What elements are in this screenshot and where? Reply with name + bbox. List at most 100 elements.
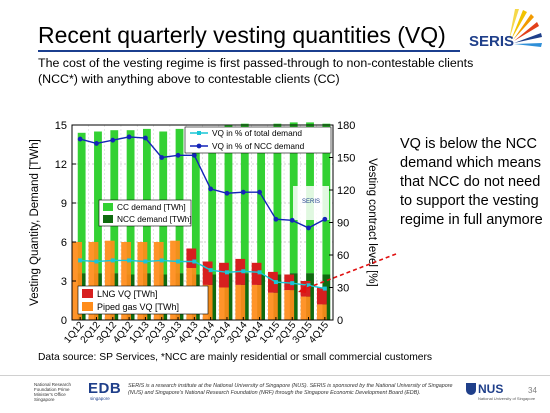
legend-vq-ncc-marker — [196, 143, 202, 149]
data-source-note: Data source: SP Services, *NCC are mainl… — [38, 352, 433, 363]
bar-cc-demand — [257, 127, 266, 275]
y2-tick-label: 180 — [337, 120, 355, 132]
bar-cc-demand — [94, 131, 102, 274]
vq-total-demand-point — [241, 269, 246, 274]
callout-text: VQ is below the NCC demand which means t… — [400, 136, 543, 228]
legend-lines — [184, 126, 332, 154]
legend-demand — [98, 199, 192, 227]
vq-total-demand-point — [143, 259, 148, 264]
y2-tick-label: 150 — [337, 153, 355, 165]
y-tick-label: 9 — [61, 198, 67, 210]
bar-lng-vq — [186, 248, 197, 268]
vq-total-demand-point — [322, 286, 327, 291]
legend-piped-label: Piped gas VQ [TWh] — [97, 302, 179, 312]
slide-subtitle: The cost of the vesting regime is first … — [38, 56, 474, 86]
y-tick-label: 12 — [55, 159, 67, 171]
bar-lng-vq — [202, 261, 213, 285]
vq-ncc-demand-point — [273, 216, 279, 222]
bar-cc-demand — [208, 127, 217, 275]
y2-tick-label: 60 — [337, 250, 349, 262]
vq-ncc-demand-point — [306, 225, 311, 231]
bar-piped-gas-vq — [251, 284, 262, 320]
y2-tick-label: 30 — [337, 283, 349, 295]
legend-ncc-label: NCC demand [TWh] — [117, 214, 192, 224]
vq-total-demand-point — [192, 259, 197, 264]
seris-logo-text: SERIS — [469, 33, 514, 50]
bar-cc-demand — [273, 123, 282, 275]
legend-vq — [77, 285, 209, 315]
vq-total-demand-point — [159, 258, 164, 263]
nus-logo: NUS — [478, 382, 504, 396]
y2-tick-label: 90 — [337, 218, 349, 230]
title-underline — [38, 50, 460, 52]
legend-cc-label: CC demand [TWh] — [117, 202, 186, 212]
top-band — [0, 0, 550, 6]
y2-axis-title: Vesting contract level [%] — [366, 158, 378, 286]
bar-lng-vq — [268, 271, 278, 293]
seris-logo: SERIS — [469, 9, 542, 50]
legend-piped-swatch — [82, 302, 93, 311]
footer-description: SERIS is a research institute at the Nat… — [128, 383, 453, 396]
vq-total-demand-point — [306, 283, 311, 288]
slide-title: Recent quarterly vesting quantities (VQ) — [38, 22, 446, 48]
vq-ncc-demand-point — [110, 137, 116, 143]
y-axis-title: Vesting Quantity, Demand [TWh] — [29, 139, 41, 306]
chart-watermark-text: SERIS — [302, 199, 320, 205]
page-number: 34 — [528, 386, 537, 395]
vq-ncc-demand-point — [240, 189, 246, 195]
bar-piped-gas-vq — [284, 290, 295, 320]
nrf-logo: National Research Foundation Prime Minis… — [34, 382, 72, 402]
bar-piped-gas-vq — [268, 292, 278, 320]
vq-total-demand-point — [273, 280, 278, 285]
bar-lng-vq — [251, 262, 262, 285]
vq-ncc-demand-point — [191, 152, 197, 158]
y-tick-label: 6 — [61, 237, 67, 249]
bar-piped-gas-vq — [153, 242, 164, 320]
legend-cc-swatch — [103, 203, 113, 211]
nus-logo-sub: National University of Singapore — [478, 396, 536, 401]
legend-lng-swatch — [82, 289, 93, 298]
y-tick-label: 0 — [61, 315, 67, 327]
edb-logo-sub: singapore — [90, 396, 110, 401]
vq-ncc-demand-point — [289, 217, 295, 223]
bar-piped-gas-vq — [104, 240, 115, 320]
bar-lng-vq — [219, 262, 229, 288]
vq-total-demand-point — [224, 270, 229, 275]
vq-ncc-demand-line — [79, 136, 326, 229]
bar-piped-gas-vq — [170, 240, 180, 320]
vq-total-demand-point — [78, 258, 83, 263]
vq-ncc-demand-point — [143, 135, 148, 141]
vq-ncc-demand-point — [224, 190, 230, 196]
bar-cc-demand — [191, 131, 200, 275]
y-tick-label: 15 — [55, 120, 67, 132]
nus-crest-icon — [466, 383, 476, 395]
bar-lng-vq — [316, 287, 327, 305]
bar-cc-demand — [224, 125, 233, 274]
vq-ncc-demand-point — [94, 141, 99, 146]
vq-ncc-demand-point — [208, 186, 214, 192]
vq-ncc-demand-point — [77, 136, 83, 142]
legend-vq-total-marker — [197, 131, 201, 135]
bar-piped-gas-vq — [72, 242, 83, 320]
vq-ncc-demand-point — [257, 189, 262, 195]
bar-piped-gas-vq — [316, 304, 327, 320]
bar-piped-gas-vq — [300, 296, 311, 320]
vq-ncc-demand-point — [175, 152, 181, 158]
vq-total-demand-point — [208, 268, 213, 273]
y-tick-label: 3 — [61, 276, 67, 288]
vq-ncc-demand-point — [322, 216, 328, 222]
vq-ncc-demand-point — [126, 134, 132, 140]
callout-arrowhead — [298, 284, 307, 293]
vq-ncc-demand-point — [159, 155, 165, 160]
vq-total-demand-point — [176, 259, 181, 264]
legend-lng-label: LNG VQ [TWh] — [97, 289, 158, 299]
legend-ncc-swatch — [103, 215, 113, 223]
vq-total-demand-point — [94, 259, 99, 264]
edb-logo: EDB — [88, 380, 122, 397]
vq-total-demand-line — [80, 259, 325, 290]
vq-total-demand-point — [257, 270, 262, 275]
y2-tick-label: 120 — [337, 185, 355, 197]
vq-total-demand-point — [127, 258, 132, 263]
